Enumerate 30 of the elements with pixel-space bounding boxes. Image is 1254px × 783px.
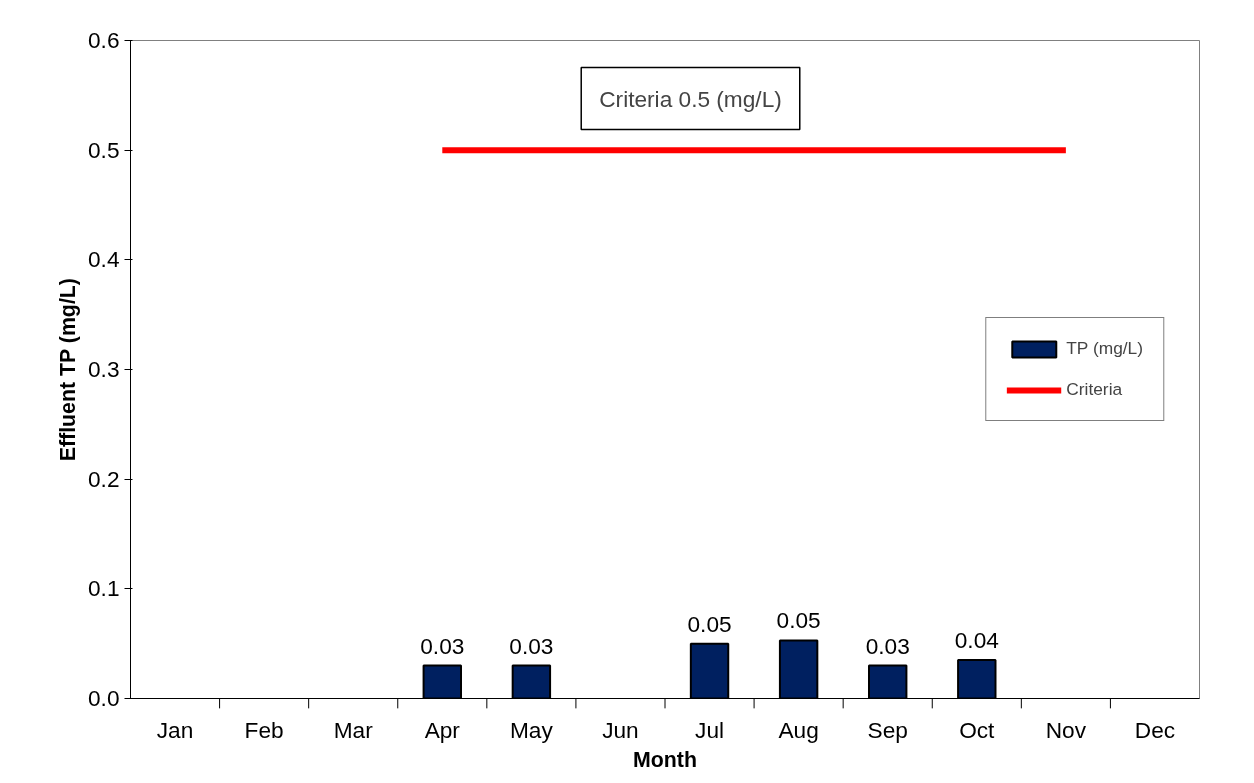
y-tick-label: 0.1 bbox=[88, 575, 120, 602]
x-tick-label: Jul bbox=[695, 716, 725, 743]
annotation: Criteria 0.5 (mg/L) bbox=[599, 85, 782, 112]
y-tick-label: 0.0 bbox=[88, 685, 120, 711]
y-tick-label: 0.6 bbox=[88, 27, 120, 53]
y-tick-label: 0.3 bbox=[88, 356, 120, 382]
y-axis-title: Effluent TP (mg/L) bbox=[56, 278, 80, 462]
x-tick-label: Feb bbox=[244, 716, 284, 743]
x-tick-label: May bbox=[509, 716, 554, 743]
x-tick-label: Jan bbox=[156, 716, 194, 743]
data-label: 0.04 bbox=[954, 627, 999, 654]
data-label: 0.03 bbox=[865, 632, 910, 659]
data-label: 0.05 bbox=[776, 607, 821, 634]
x-tick-label: Oct bbox=[959, 716, 996, 743]
x-tick-label: Apr bbox=[424, 716, 461, 743]
x-tick-label: Jun bbox=[602, 716, 639, 743]
y-tick-label: 0.4 bbox=[88, 246, 120, 273]
x-tick-label: Dec bbox=[1134, 716, 1176, 743]
x-tick-label: Nov bbox=[1045, 716, 1087, 743]
x-tick-label: Mar bbox=[333, 716, 374, 743]
data-label: 0.03 bbox=[509, 632, 554, 659]
x-tick-label: Aug bbox=[778, 716, 819, 743]
data-label: 0.05 bbox=[687, 610, 732, 637]
y-tick-label: 0.2 bbox=[88, 465, 120, 492]
x-tick-label: Sep bbox=[867, 716, 908, 743]
legend-label: Criteria bbox=[1066, 379, 1123, 400]
data-label: 0.03 bbox=[420, 632, 465, 659]
y-tick-label: 0.5 bbox=[88, 136, 120, 163]
x-axis-title: Month bbox=[633, 747, 697, 772]
legend-label: TP (mg/L) bbox=[1066, 338, 1143, 359]
